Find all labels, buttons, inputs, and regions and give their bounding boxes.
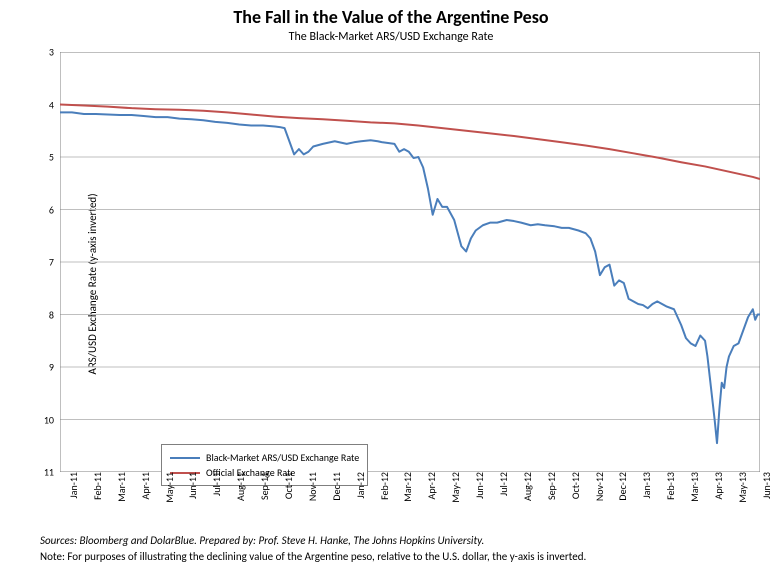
x-tick-label: Feb-13 (660, 472, 677, 500)
x-tick-label: Aug-12 (517, 472, 534, 501)
x-tick-label: May-11 (159, 472, 176, 503)
y-tick-label: 6 (49, 203, 60, 216)
source-line: Sources: Bloomberg and DolarBlue. Prepar… (40, 534, 484, 547)
y-tick-label: 9 (49, 361, 60, 374)
x-tick-label: Jul-12 (493, 472, 510, 496)
series-line (60, 105, 760, 180)
x-tick-label: Dec-11 (326, 472, 343, 501)
legend-item: Black-Market ARS/USD Exchange Rate (170, 451, 359, 464)
x-tick-label: Jan-13 (636, 472, 653, 498)
x-tick-label: Nov-12 (589, 472, 606, 501)
x-tick-label: Sep-12 (541, 472, 558, 500)
x-tick-label: Sep-11 (254, 472, 271, 500)
plot-area: Black-Market ARS/USD Exchange RateOffici… (60, 52, 760, 472)
x-tick-label: Oct-11 (278, 472, 295, 499)
x-tick-label: Apr-12 (421, 472, 438, 499)
chart-subtitle: The Black-Market ARS/USD Exchange Rate (0, 30, 782, 44)
chart-title: The Fall in the Value of the Argentine P… (0, 6, 782, 28)
y-tick-label: 8 (49, 308, 60, 321)
y-tick-label: 3 (49, 46, 60, 59)
x-tick-label: Jun-11 (182, 472, 199, 499)
x-tick-label: Aug-11 (230, 472, 247, 501)
series-line (60, 112, 760, 443)
y-tick-label: 5 (49, 151, 60, 164)
x-tick-label: Jul-11 (206, 472, 223, 496)
y-tick-label: 11 (44, 466, 60, 479)
x-tick-label: Jun-13 (756, 472, 773, 499)
y-tick-label: 7 (49, 256, 60, 269)
x-tick-label: Mar-13 (684, 472, 701, 502)
y-tick-label: 4 (49, 98, 60, 111)
x-tick-label: Apr-13 (708, 472, 725, 499)
note-line: Note: For purposes of illustrating the d… (40, 550, 586, 563)
x-tick-label: Mar-12 (397, 472, 414, 502)
x-tick-label: Mar-11 (111, 472, 128, 502)
x-tick-label: Dec-12 (612, 472, 629, 501)
x-tick-label: Feb-12 (374, 472, 391, 500)
chart-container: The Fall in the Value of the Argentine P… (0, 0, 782, 567)
x-tick-label: May-12 (445, 472, 462, 503)
y-tick-label: 10 (44, 413, 60, 426)
x-tick-label: Jun-12 (469, 472, 486, 499)
x-tick-label: Nov-11 (302, 472, 319, 501)
x-tick-label: Feb-11 (87, 472, 104, 500)
legend-label: Black-Market ARS/USD Exchange Rate (206, 451, 359, 464)
x-tick-label: Apr-11 (135, 472, 152, 499)
x-tick-label: May-13 (732, 472, 749, 503)
x-tick-label: Jan-11 (63, 472, 80, 498)
legend-swatch (170, 457, 200, 459)
chart-svg (60, 52, 760, 472)
x-tick-label: Jan-12 (350, 472, 367, 498)
x-tick-label: Oct-12 (565, 472, 582, 499)
